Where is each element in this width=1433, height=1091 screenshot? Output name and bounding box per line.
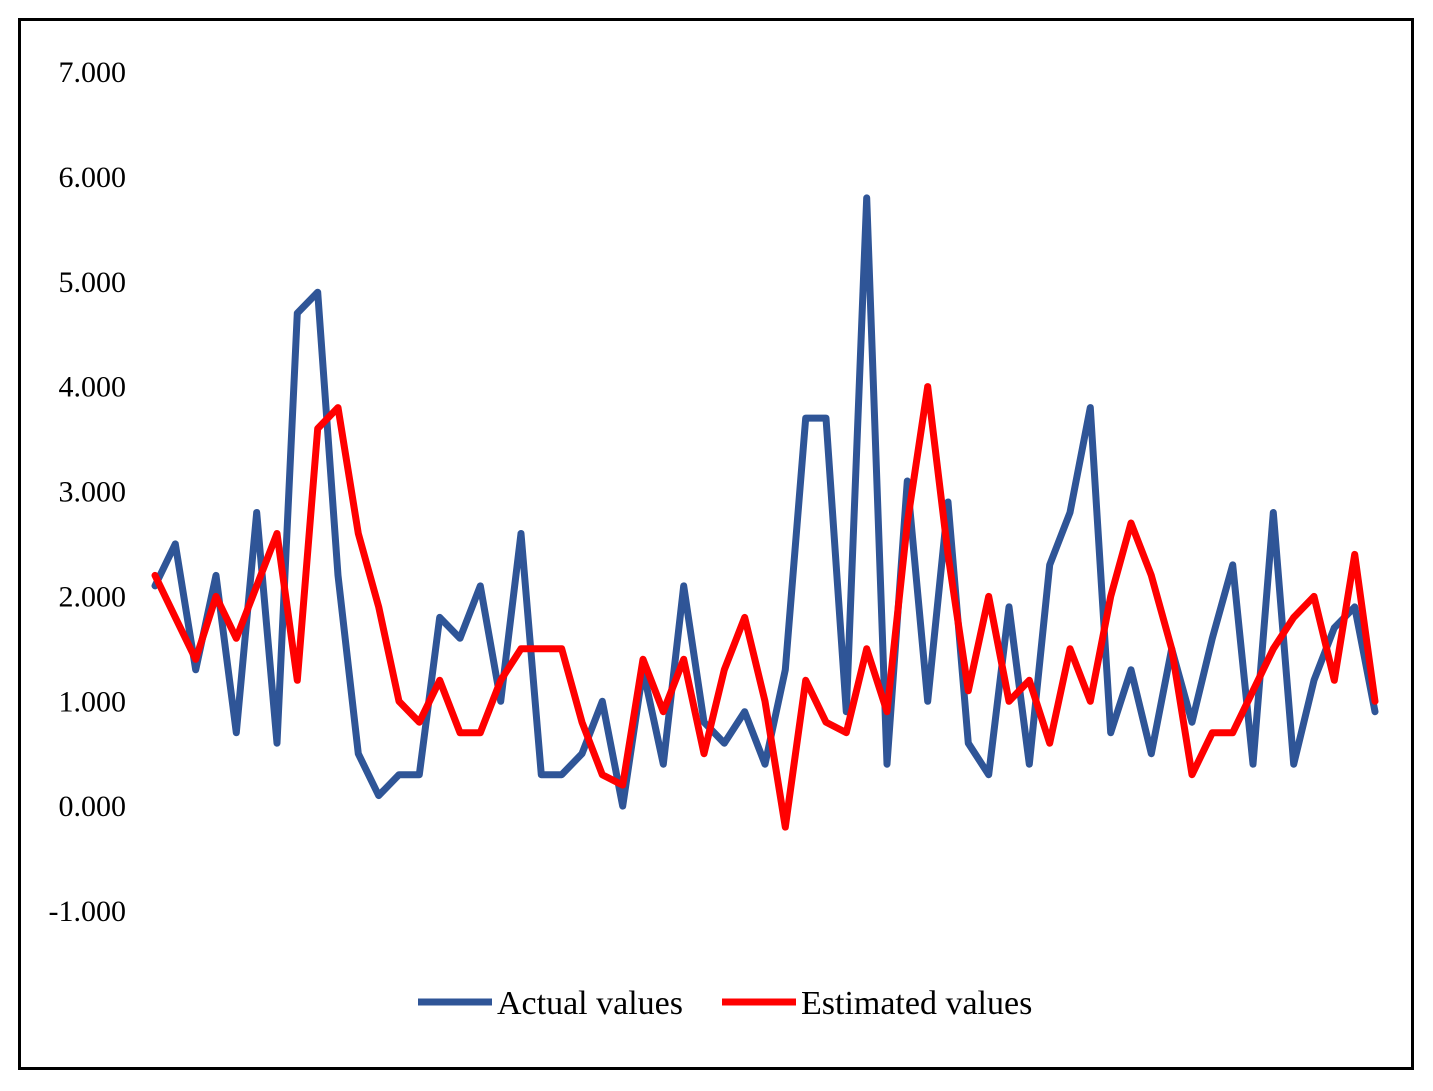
y-tick-label: 7.000 xyxy=(59,56,127,89)
y-tick-label: 1.000 xyxy=(59,685,127,718)
y-tick-label: 6.000 xyxy=(59,161,127,194)
legend-label-actual: Actual values xyxy=(497,985,683,1022)
legend-label-estimated: Estimated values xyxy=(801,985,1032,1022)
y-tick-label: 0.000 xyxy=(59,790,127,823)
y-tick-label: -1.000 xyxy=(49,895,127,928)
series-line-estimated xyxy=(151,383,1379,831)
y-tick-label: 2.000 xyxy=(59,580,127,613)
y-tick-label: 4.000 xyxy=(59,371,127,404)
y-tick-label: 5.000 xyxy=(59,266,127,299)
y-tick-label: 3.000 xyxy=(59,476,127,509)
chart-frame xyxy=(18,18,1414,1070)
